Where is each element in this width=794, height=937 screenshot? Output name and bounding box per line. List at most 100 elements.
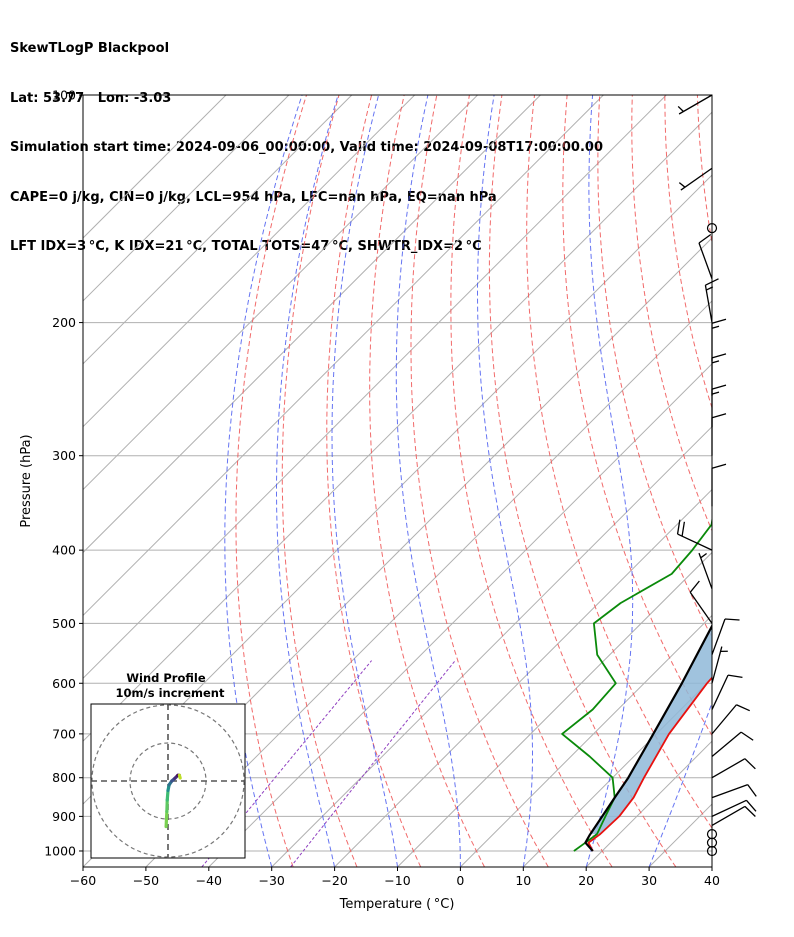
- barb-staff: [678, 94, 713, 115]
- isotherm-gridline: [208, 363, 712, 867]
- x-tick-label: −60: [70, 873, 96, 888]
- x-axis-label: Temperature ( °C): [339, 897, 455, 912]
- wind-barb: [711, 758, 756, 779]
- dry-adiabat: [664, 95, 712, 410]
- barb-staff: [704, 285, 713, 323]
- barb-flag: [747, 784, 757, 797]
- barb-flag: [676, 519, 681, 535]
- wind-barb: [711, 318, 727, 362]
- moist-adiabat: [224, 95, 303, 867]
- x-tick-label: 10: [515, 873, 531, 888]
- axes: Temperature ( °C) Pressure (hPa) −60 −50 −…: [19, 88, 720, 913]
- wind-barb: [711, 646, 728, 684]
- dry-adiabat: [281, 95, 358, 867]
- dry-adiabat: [410, 95, 549, 867]
- barb-staff: [711, 805, 746, 826]
- barb-staff: [711, 646, 723, 684]
- wind-barb: [711, 618, 740, 655]
- moist-adiabat: [711, 865, 712, 867]
- dry-adiabat: [488, 95, 677, 867]
- barb-flag: [705, 278, 719, 286]
- dry-adiabat: [730, 95, 794, 867]
- barb-half-flag: [711, 325, 720, 329]
- x-tick-label: −20: [321, 873, 347, 888]
- y-tick-label: 700: [52, 726, 76, 741]
- wind-barb: [706, 223, 718, 234]
- barb-staff: [711, 799, 747, 817]
- wind-barb: [677, 94, 713, 115]
- barb-staff: [711, 758, 746, 779]
- barb-flag: [711, 353, 727, 359]
- barb-half-flag: [711, 391, 720, 395]
- barb-half-flag: [677, 105, 684, 112]
- barb-half-flag: [678, 182, 686, 188]
- x-tick-label: 0: [456, 873, 464, 888]
- dry-adiabat: [562, 95, 712, 737]
- barb-flag: [740, 731, 754, 741]
- barb-half-flag: [700, 553, 707, 559]
- barb-staff: [698, 552, 713, 590]
- barb-half-flag: [711, 360, 720, 364]
- barb-flag: [745, 799, 757, 812]
- x-tick-label: 20: [578, 873, 594, 888]
- moist-adiabat: [477, 95, 533, 867]
- isotherm-gridline: [83, 95, 667, 680]
- barb-flag: [681, 521, 686, 537]
- location-line: Lat: 53.77 Lon: -3.03: [10, 90, 172, 106]
- profile-lines: [561, 515, 712, 852]
- isotherm-gridline: [83, 95, 290, 302]
- wind-barb: [711, 353, 727, 396]
- background-lines: [83, 95, 794, 867]
- y-tick-label: 400: [52, 543, 76, 558]
- isotherm-gridline: [460, 614, 712, 867]
- hodograph: Wind Profile 10m/s increment: [90, 671, 246, 859]
- barb-flag: [736, 704, 750, 712]
- y-tick-label: 1000: [44, 843, 76, 858]
- x-tick-label: −50: [133, 873, 159, 888]
- isotherm-gridline: [271, 425, 712, 867]
- isotherm-gridline: [83, 95, 604, 617]
- dry-adiabat: [369, 95, 485, 867]
- barb-flag: [724, 618, 740, 621]
- barb-flag: [744, 805, 756, 817]
- y-tick-label: 600: [52, 676, 76, 691]
- moist-adiabat: [395, 95, 461, 867]
- isotherm-gridline: [711, 866, 712, 867]
- barb-staff: [711, 674, 729, 710]
- moist-adiabat: [648, 701, 712, 867]
- calm-wind-circle: [706, 223, 718, 234]
- wind-barbs: [676, 94, 757, 857]
- barb-flag: [711, 384, 727, 390]
- barb-staff: [711, 704, 737, 735]
- y-tick-label: 500: [52, 616, 76, 631]
- barb-staff: [689, 591, 713, 624]
- mixing-ratio-line: [290, 660, 456, 867]
- wind-barb: [711, 463, 727, 507]
- dry-adiabat: [597, 95, 712, 639]
- isotherm-gridline: [397, 551, 712, 867]
- dewpoint-line: [561, 515, 712, 852]
- barb-flag: [727, 674, 743, 679]
- y-tick-label: 900: [52, 809, 76, 824]
- isotherm-gridline: [585, 740, 712, 867]
- barb-staff: [711, 618, 726, 655]
- barb-flag: [689, 580, 700, 593]
- y-axis-label: Pressure (hPa): [19, 434, 34, 527]
- wind-barb: [676, 519, 713, 551]
- wind-barb: [706, 845, 718, 857]
- wind-barb: [689, 580, 713, 624]
- x-tick-label: 30: [641, 873, 657, 888]
- wind-barb: [711, 704, 750, 735]
- wind-barb: [711, 805, 756, 826]
- chart-title: SkewTLogP Blackpool: [10, 41, 170, 56]
- x-tick-label: −10: [384, 873, 410, 888]
- dry-adiabat: [763, 95, 794, 867]
- barb-half-flag: [705, 286, 714, 291]
- dry-adiabat: [450, 95, 613, 867]
- y-tick-label: 200: [52, 315, 76, 330]
- hodograph-segment: [164, 809, 169, 829]
- barb-flag: [744, 758, 756, 770]
- moist-adiabat: [276, 95, 339, 867]
- barb-staff: [677, 533, 713, 551]
